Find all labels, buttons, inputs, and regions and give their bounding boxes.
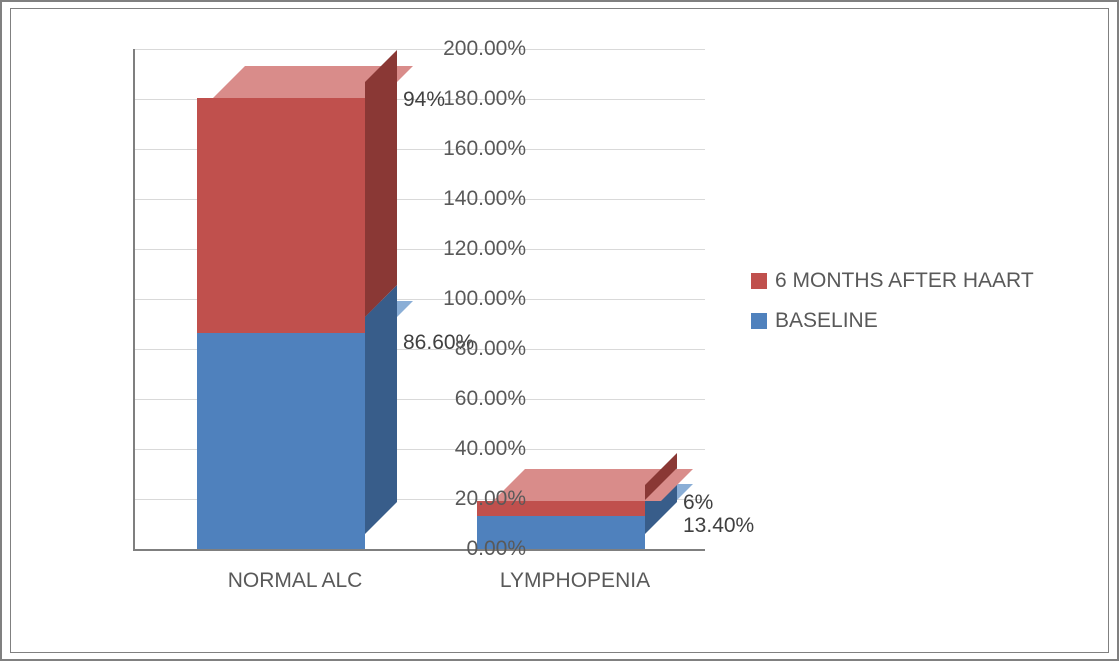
- y-tick-label: 0.00%: [418, 537, 526, 561]
- y-tick-label: 140.00%: [418, 187, 526, 211]
- legend: 6 MONTHS AFTER HAART BASELINE: [751, 269, 1034, 349]
- legend-swatch-after-haart: [751, 273, 767, 289]
- legend-swatch-baseline: [751, 313, 767, 329]
- data-label-baseline: 13.40%: [683, 514, 754, 538]
- y-tick-label: 20.00%: [418, 487, 526, 511]
- legend-item-after-haart: 6 MONTHS AFTER HAART: [751, 269, 1034, 293]
- chart-inner-frame: 86.60%94%13.40%6% 6 MONTHS AFTER HAART B…: [10, 8, 1109, 653]
- y-tick-label: 40.00%: [418, 437, 526, 461]
- data-label-after-haart: 6%: [683, 491, 713, 515]
- y-tick-label: 60.00%: [418, 387, 526, 411]
- y-tick-label: 100.00%: [418, 287, 526, 311]
- chart-outer-frame: 86.60%94%13.40%6% 6 MONTHS AFTER HAART B…: [0, 0, 1119, 661]
- legend-label-baseline: BASELINE: [775, 309, 878, 333]
- legend-item-baseline: BASELINE: [751, 309, 1034, 333]
- y-tick-label: 200.00%: [418, 37, 526, 61]
- legend-label-after-haart: 6 MONTHS AFTER HAART: [775, 269, 1034, 293]
- y-tick-label: 80.00%: [418, 337, 526, 361]
- bar-after-haart: [197, 66, 397, 550]
- x-tick-label: NORMAL ALC: [195, 569, 395, 593]
- x-tick-label: LYMPHOPENIA: [475, 569, 675, 593]
- y-tick-label: 160.00%: [418, 137, 526, 161]
- y-tick-label: 180.00%: [418, 87, 526, 111]
- y-tick-label: 120.00%: [418, 237, 526, 261]
